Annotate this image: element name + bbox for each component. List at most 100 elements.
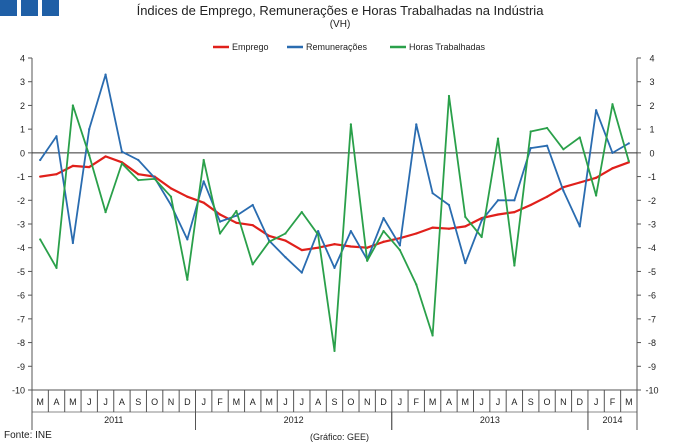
data-point xyxy=(218,213,222,216)
data-point xyxy=(627,160,630,163)
series-line-2 xyxy=(39,73,630,274)
x-tick-label: M xyxy=(233,397,241,407)
y-tick-label-left: -4 xyxy=(17,243,25,253)
data-point xyxy=(251,224,254,227)
y-tick-label-left: 2 xyxy=(20,101,25,111)
legend-label: Remunerações xyxy=(306,42,368,52)
year-label: 2014 xyxy=(602,415,622,425)
x-tick-label: J xyxy=(398,397,403,407)
x-tick-label: F xyxy=(217,397,223,407)
data-point xyxy=(415,123,418,126)
data-point xyxy=(398,244,402,247)
y-tick-label-right: -6 xyxy=(648,291,656,301)
data-point xyxy=(235,209,238,213)
data-point xyxy=(39,238,42,241)
y-tick-label-right: -1 xyxy=(648,172,656,182)
data-point xyxy=(562,148,565,151)
x-tick-label: F xyxy=(414,397,420,407)
y-tick-label-left: -2 xyxy=(17,196,25,206)
data-point xyxy=(447,94,451,98)
data-point xyxy=(137,173,140,176)
data-point xyxy=(611,167,614,170)
year-label: 2013 xyxy=(480,415,500,425)
data-point xyxy=(349,230,352,233)
data-point xyxy=(513,264,516,267)
x-tick-label: M xyxy=(625,397,633,407)
x-tick-label: D xyxy=(577,397,584,407)
x-tick-label: J xyxy=(300,397,305,407)
logo-square-1 xyxy=(0,0,17,16)
data-point xyxy=(382,216,385,220)
data-point xyxy=(317,233,320,236)
y-tick-label-left: -9 xyxy=(17,362,25,372)
data-point xyxy=(578,225,581,228)
x-tick-label: J xyxy=(103,397,108,407)
data-point xyxy=(267,240,271,243)
data-point xyxy=(39,158,42,162)
y-tick-label-left: -10 xyxy=(12,386,25,396)
data-point xyxy=(104,155,107,158)
data-point xyxy=(496,213,500,216)
data-point xyxy=(611,103,614,106)
data-point xyxy=(349,123,352,126)
data-point xyxy=(366,246,369,249)
y-tick-label-left: 0 xyxy=(20,148,25,158)
data-point xyxy=(55,173,58,176)
data-point xyxy=(202,180,205,183)
x-tick-label: F xyxy=(610,397,616,407)
data-point xyxy=(595,194,598,197)
credit-note: (Gráfico: GEE) xyxy=(310,432,370,442)
x-tick-label: J xyxy=(201,397,206,407)
data-point xyxy=(169,203,173,207)
x-tick-label: O xyxy=(544,397,551,407)
data-point xyxy=(611,151,614,154)
data-point xyxy=(317,230,320,233)
x-tick-label: N xyxy=(168,397,175,407)
data-point xyxy=(578,136,581,139)
data-point xyxy=(169,195,173,198)
data-point xyxy=(545,144,549,147)
data-point xyxy=(366,259,369,262)
logo-square-2 xyxy=(21,0,38,16)
y-tick-label-right: -5 xyxy=(648,267,656,277)
data-point xyxy=(529,147,532,150)
data-point xyxy=(431,192,434,195)
data-point xyxy=(251,263,254,266)
y-tick-label-right: -2 xyxy=(648,196,656,206)
y-tick-label-right: 1 xyxy=(649,125,654,135)
data-point xyxy=(415,232,418,235)
x-tick-label: A xyxy=(511,397,517,407)
x-tick-label: A xyxy=(119,397,125,407)
data-point xyxy=(55,266,58,269)
x-tick-label: S xyxy=(331,397,337,407)
y-tick-label-right: 2 xyxy=(649,101,654,111)
logo-square-3 xyxy=(42,0,59,16)
data-point xyxy=(529,203,532,207)
data-point xyxy=(317,246,320,249)
data-point xyxy=(88,128,91,131)
data-point xyxy=(284,239,287,242)
data-point xyxy=(382,230,385,233)
legend-label: Emprego xyxy=(232,42,269,52)
data-point xyxy=(513,199,516,202)
data-point xyxy=(55,135,58,138)
data-point xyxy=(88,165,91,169)
data-point xyxy=(104,73,107,76)
x-tick-label: A xyxy=(315,397,321,407)
y-tick-label-left: -5 xyxy=(17,267,25,277)
data-point xyxy=(202,201,205,204)
x-tick-label: S xyxy=(135,397,141,407)
x-tick-label: J xyxy=(283,397,288,407)
data-point xyxy=(218,232,222,235)
x-tick-label: A xyxy=(250,397,256,407)
data-point xyxy=(186,238,189,241)
x-tick-label: M xyxy=(265,397,273,407)
data-point xyxy=(137,158,140,162)
data-point xyxy=(186,278,189,281)
data-point xyxy=(480,235,483,239)
chart-title: Índices de Emprego, Remunerações e Horas… xyxy=(136,3,544,18)
data-point xyxy=(562,189,565,192)
data-point xyxy=(545,195,549,198)
data-point xyxy=(186,195,189,198)
x-tick-label: A xyxy=(54,397,60,407)
